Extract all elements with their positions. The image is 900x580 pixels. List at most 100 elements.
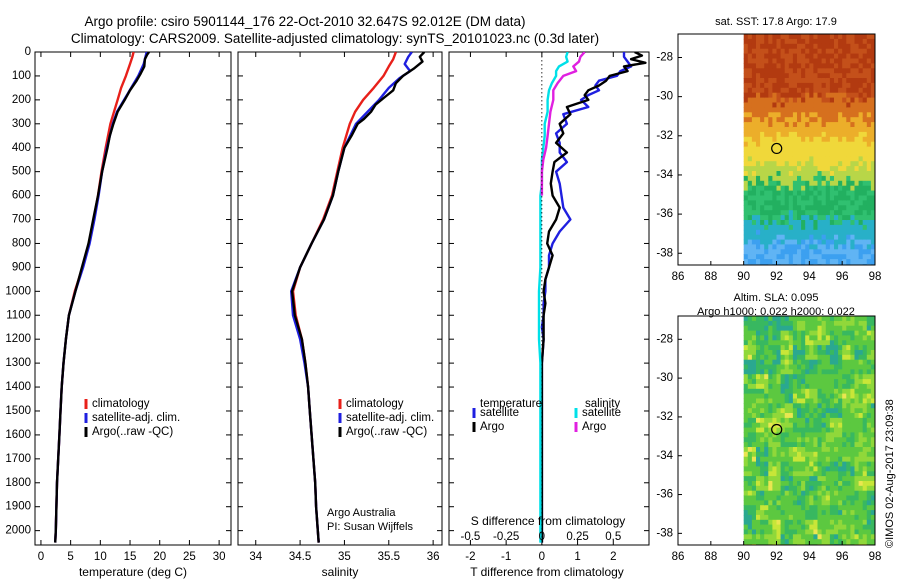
heatmap-cell: [743, 38, 749, 45]
heatmap-cell: [797, 495, 802, 501]
heatmap-cell: [817, 437, 823, 443]
heatmap-cell: [792, 151, 798, 157]
heatmap-cell: [792, 146, 798, 153]
heatmap-cell: [801, 205, 806, 211]
heatmap-cell: [784, 220, 790, 226]
heatmap-cell: [797, 239, 802, 246]
heatmap-cell: [821, 476, 827, 482]
heatmap-cell: [801, 432, 806, 438]
heatmap-cell: [776, 68, 782, 74]
heatmap-cell: [834, 393, 839, 400]
heatmap-cell: [788, 97, 794, 104]
heatmap-cell: [854, 335, 860, 341]
heatmap-cell: [768, 325, 773, 332]
heatmap-cell: [866, 131, 872, 138]
heatmap-cell: [772, 34, 778, 40]
heatmap-cell: [768, 48, 773, 55]
heatmap-cell: [747, 442, 753, 448]
heatmap-cell: [784, 388, 790, 395]
heatmap-cell: [772, 82, 778, 89]
heatmap-cell: [842, 171, 847, 177]
heatmap-cell: [805, 490, 810, 497]
heatmap-cell: [760, 87, 765, 94]
title-line-1: Argo profile: csiro 5901144_176 22-Oct-2…: [84, 14, 525, 29]
heatmap-cell: [743, 466, 749, 472]
heatmap-cell: [776, 471, 782, 477]
heatmap-cell: [846, 249, 851, 255]
heatmap-cell: [825, 127, 831, 133]
heatmap-cell: [834, 485, 839, 492]
heatmap-cell: [743, 364, 749, 370]
heatmap-cell: [760, 320, 765, 327]
heatmap-cell: [776, 161, 782, 167]
heatmap-cell: [792, 451, 798, 458]
heatmap-cell: [801, 325, 806, 332]
heatmap-cell: [842, 151, 847, 157]
heatmap-cell: [866, 175, 872, 182]
heatmap-cell: [805, 316, 810, 322]
heatmap-cell: [792, 63, 798, 69]
heatmap-cell: [821, 131, 827, 138]
heatmap-cell: [866, 136, 872, 143]
heatmap-cell: [772, 151, 778, 157]
heatmap-cell: [747, 68, 753, 74]
heatmap-cell: [805, 34, 810, 40]
heatmap-cell: [756, 330, 761, 337]
heatmap-cell: [792, 127, 798, 133]
heatmap-cell: [834, 320, 839, 327]
heatmap-cell: [842, 141, 847, 148]
heatmap-cell: [825, 539, 831, 545]
heatmap-cell: [834, 249, 839, 255]
heatmap-cell: [858, 510, 864, 516]
heatmap-cell: [756, 335, 761, 341]
heatmap-cell: [751, 244, 757, 250]
heatmap-cell: [862, 180, 868, 187]
heatmap-cell: [751, 514, 757, 521]
heatmap-cell: [850, 43, 856, 50]
heatmap-cell: [870, 239, 875, 246]
heatmap-cell: [829, 505, 835, 511]
heatmap-cell: [805, 505, 810, 511]
heatmap-cell: [772, 48, 778, 55]
heatmap-cell: [858, 490, 864, 497]
heatmap-cell: [850, 471, 856, 477]
heatmap-cell: [866, 171, 872, 177]
heatmap-cell: [784, 68, 790, 74]
heatmap-cell: [768, 481, 773, 487]
heatmap-cell: [805, 171, 810, 177]
heatmap-cell: [838, 127, 843, 133]
heatmap-cell: [854, 413, 860, 419]
heatmap-cell: [809, 500, 814, 506]
heatmap-cell: [788, 383, 794, 390]
heatmap-cell: [772, 190, 778, 197]
heatmap-cell: [854, 456, 860, 463]
heatmap-cell: [834, 136, 839, 143]
heatmap-cell: [772, 495, 778, 501]
heatmap-cell: [850, 316, 856, 322]
heatmap-cell: [866, 379, 872, 385]
heatmap-cell: [829, 34, 835, 40]
heatmap-cell: [842, 510, 847, 516]
x-tick-label: 0: [539, 551, 545, 563]
heatmap-cell: [784, 200, 790, 206]
heatmap-cell: [784, 127, 790, 133]
legend-argo: Argo(..raw -QC): [346, 426, 427, 438]
heatmap-cell: [809, 490, 814, 497]
series-group: [290, 52, 426, 543]
heatmap-cell: [838, 131, 843, 138]
heatmap-cell: [862, 195, 868, 201]
heatmap-cell: [866, 63, 872, 69]
heatmap-cell: [858, 38, 864, 45]
heatmap-cell: [743, 156, 749, 162]
heatmap-cell: [809, 481, 814, 487]
heatmap-cell: [829, 524, 835, 531]
heatmap-cell: [854, 398, 860, 404]
heatmap-cell: [788, 510, 794, 516]
heatmap-cell: [870, 432, 875, 438]
heatmap-cell: [805, 224, 810, 231]
heatmap-cell: [792, 215, 798, 221]
heatmap-cell: [829, 215, 835, 221]
heatmap-cell: [838, 151, 843, 157]
legend-climatology: climatology: [92, 398, 150, 410]
map-y-tick-label: -28: [656, 333, 673, 345]
